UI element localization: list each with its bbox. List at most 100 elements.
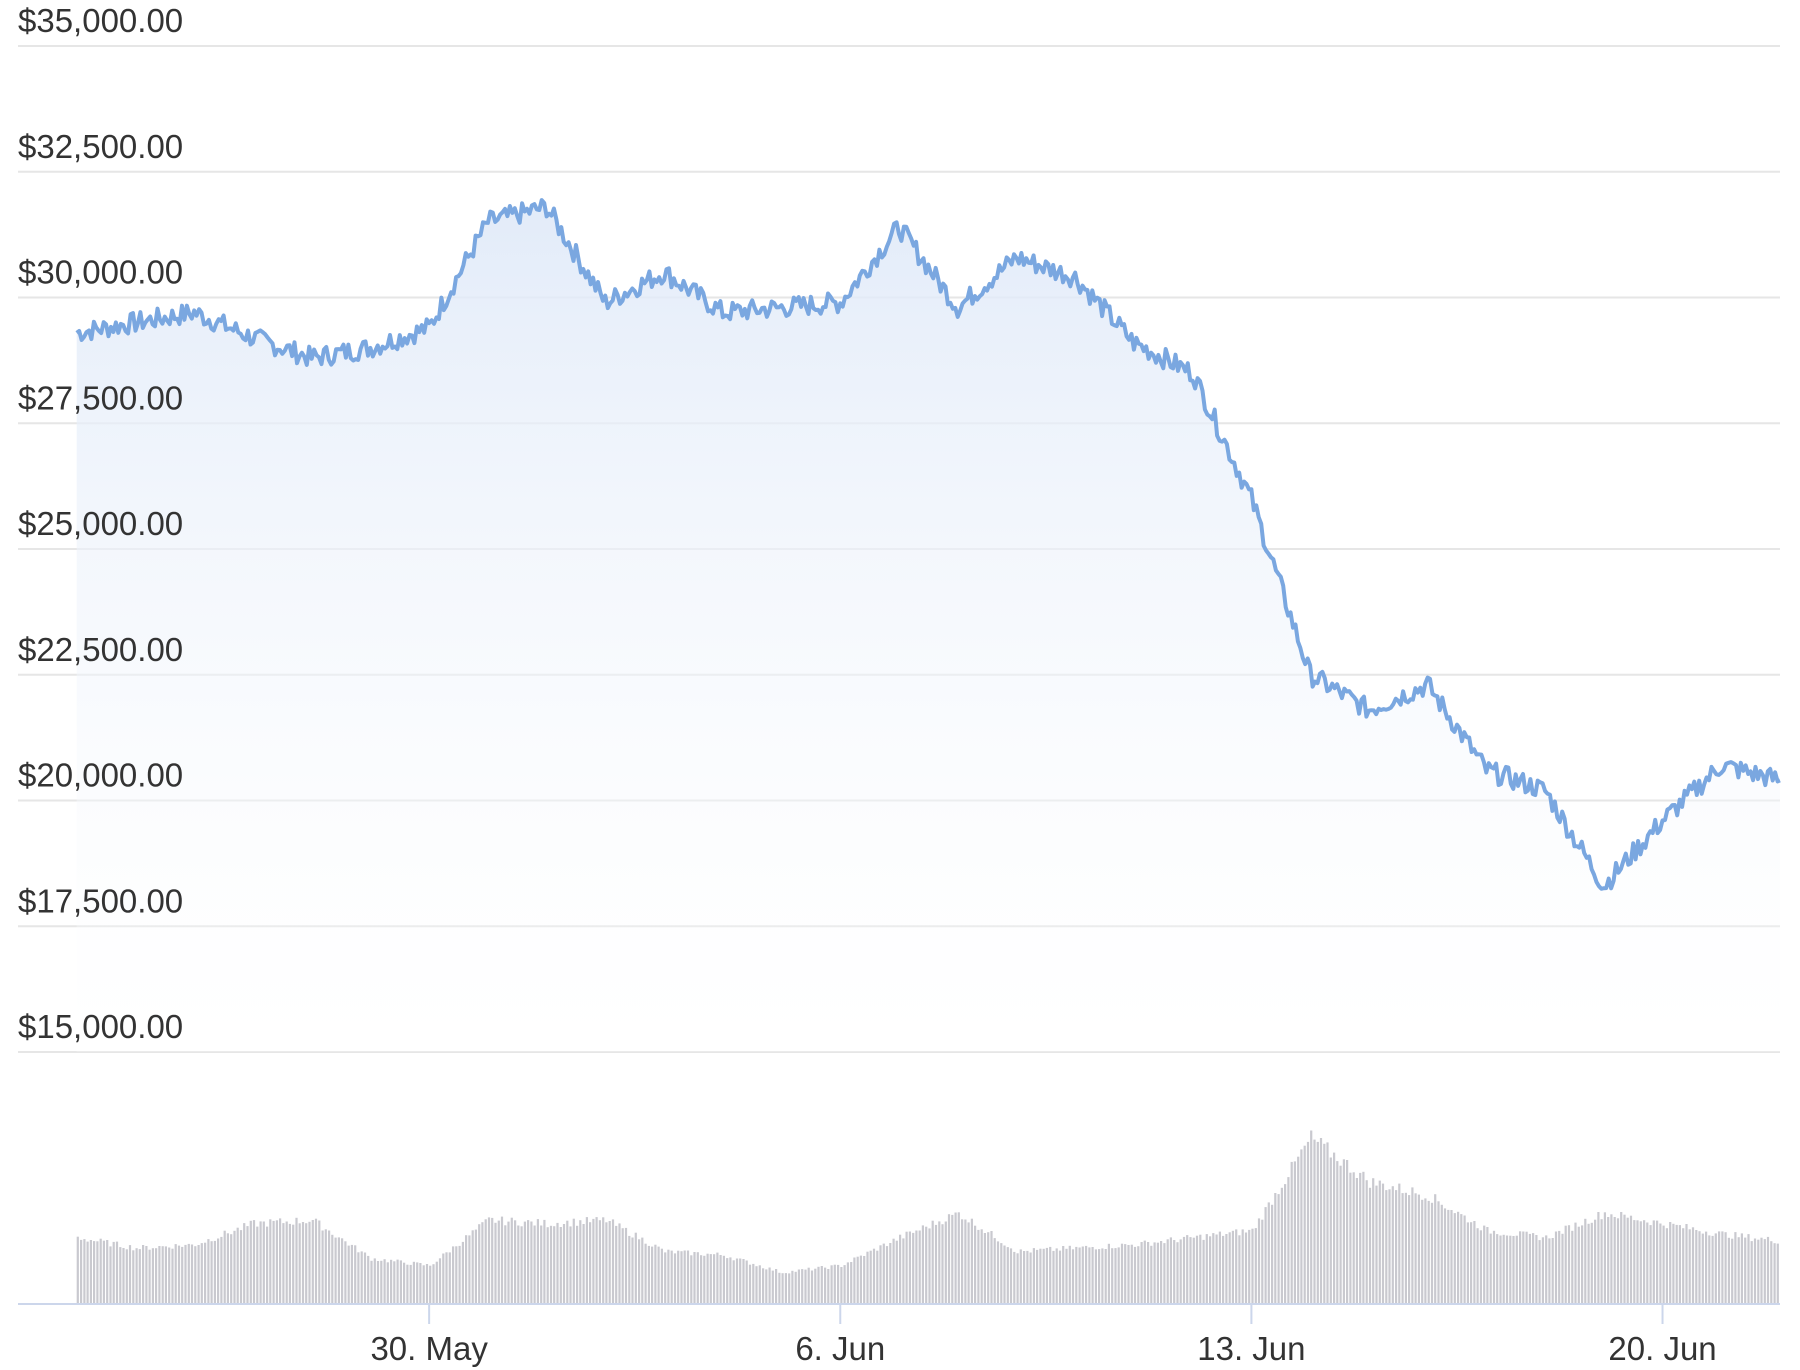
volume-bar	[683, 1250, 686, 1304]
volume-bar	[197, 1245, 200, 1304]
volume-bar	[324, 1229, 327, 1304]
volume-bar	[1365, 1180, 1368, 1304]
volume-bar	[1398, 1183, 1401, 1304]
volume-bar	[947, 1214, 951, 1304]
volume-bar	[1062, 1246, 1065, 1304]
volume-bar	[1075, 1246, 1078, 1304]
volume-bar	[618, 1223, 621, 1304]
volume-bar	[500, 1216, 504, 1304]
volume-bar	[1313, 1139, 1316, 1304]
volume-bar	[93, 1241, 96, 1304]
volume-bar	[1215, 1234, 1218, 1304]
volume-bar	[1336, 1161, 1339, 1304]
volume-bar	[1427, 1200, 1430, 1304]
volume-bar	[422, 1265, 425, 1304]
volume-bar	[1421, 1199, 1424, 1304]
volume-bar	[918, 1230, 921, 1304]
volume-bar	[1241, 1229, 1244, 1304]
volume-bar	[700, 1255, 703, 1304]
volume-bar	[458, 1245, 461, 1304]
volume-bar	[363, 1252, 367, 1304]
volume-bar	[1019, 1249, 1022, 1304]
volume-bar	[236, 1227, 239, 1304]
volume-bar	[1401, 1193, 1404, 1304]
volume-bar	[370, 1260, 373, 1304]
volume-bar	[980, 1229, 983, 1304]
volume-bar	[859, 1255, 862, 1304]
volume-bar	[1600, 1219, 1603, 1304]
volume-bar	[272, 1220, 275, 1304]
volume-bar	[125, 1249, 128, 1304]
volume-bar	[1607, 1217, 1610, 1304]
volume-bar	[595, 1217, 598, 1304]
volume-bar	[1505, 1235, 1509, 1304]
volume-bar	[931, 1220, 934, 1304]
volume-bar	[158, 1246, 161, 1304]
volume-bar	[471, 1230, 474, 1304]
volume-bar	[892, 1238, 895, 1304]
volume-bar	[1303, 1145, 1306, 1304]
volume-bar	[1117, 1247, 1120, 1304]
volume-bar	[128, 1245, 132, 1304]
volume-bar	[305, 1223, 308, 1304]
volume-bar	[634, 1232, 637, 1304]
volume-bar	[1532, 1233, 1535, 1304]
volume-bar	[576, 1225, 579, 1304]
volume-bar	[1137, 1246, 1140, 1304]
volume-bar	[331, 1234, 334, 1304]
volume-bar	[132, 1250, 135, 1304]
volume-bar	[217, 1238, 220, 1304]
volume-bar	[1055, 1248, 1058, 1304]
volume-bar	[654, 1244, 657, 1304]
volume-bar	[872, 1248, 876, 1304]
volume-bar	[1698, 1231, 1701, 1304]
volume-bar	[784, 1273, 787, 1304]
volume-bar	[409, 1264, 412, 1304]
volume-bar	[1414, 1193, 1417, 1304]
volume-bar	[527, 1220, 530, 1304]
volume-bar	[1757, 1239, 1760, 1304]
volume-bar	[1042, 1248, 1045, 1304]
volume-bar	[885, 1246, 889, 1304]
volume-bar	[957, 1212, 960, 1304]
volume-bar	[311, 1220, 314, 1304]
volume-bar	[791, 1270, 794, 1304]
volume-bar	[553, 1226, 556, 1304]
volume-bar	[1261, 1219, 1264, 1304]
volume-bar	[1659, 1223, 1662, 1304]
volume-bar	[644, 1243, 647, 1304]
volume-bar	[86, 1241, 89, 1304]
volume-bar	[1473, 1221, 1476, 1304]
y-tick-label: $32,500.00	[18, 128, 183, 165]
volume-bar	[1486, 1227, 1489, 1304]
volume-bar	[1362, 1171, 1365, 1304]
volume-bar	[520, 1226, 523, 1304]
volume-bar	[1107, 1243, 1110, 1304]
volume-bar	[1009, 1248, 1013, 1304]
volume-bar	[1652, 1220, 1655, 1304]
x-tick-label: 20. Jun	[1608, 1330, 1716, 1367]
volume-bar	[1091, 1247, 1094, 1304]
volume-bar	[200, 1243, 203, 1304]
volume-bar	[334, 1237, 337, 1304]
volume-bar	[1434, 1194, 1437, 1304]
volume-bar	[1111, 1248, 1114, 1304]
volume-bar	[788, 1273, 791, 1304]
volume-bar	[964, 1219, 967, 1304]
volume-bar	[285, 1221, 288, 1304]
volume-bar	[1561, 1233, 1564, 1304]
volume-bar	[243, 1223, 246, 1304]
volume-bar	[507, 1221, 510, 1304]
volume-bar	[1284, 1184, 1287, 1304]
volume-bar	[742, 1259, 745, 1304]
volume-bar	[840, 1267, 843, 1304]
volume-bar	[1711, 1235, 1714, 1304]
volume-bar	[1665, 1228, 1668, 1304]
volume-bar	[1714, 1233, 1717, 1304]
volume-bar	[1763, 1239, 1766, 1304]
volume-bar	[876, 1250, 879, 1304]
volume-bar	[1385, 1190, 1388, 1304]
y-tick-label: $35,000.00	[18, 2, 183, 39]
volume-bar	[837, 1264, 840, 1304]
